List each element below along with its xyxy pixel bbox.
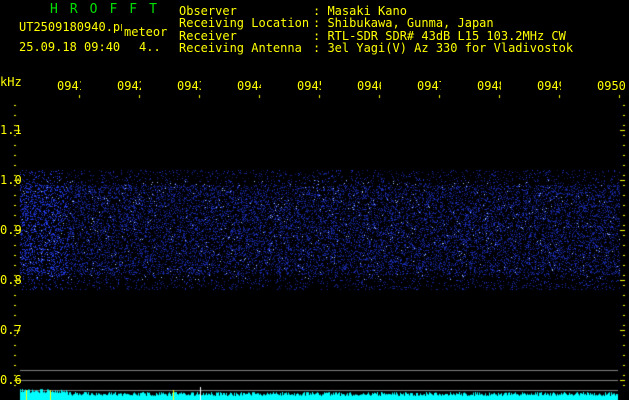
time-label: 0945 [297,80,321,92]
info-value: : RTL-SDR SDR# 43dB L15 103.2MHz CW [313,28,566,43]
time-label: 0947 [417,80,441,92]
filename: UT2509180940.pn [19,21,122,33]
time-label: 0944 [237,80,261,92]
freq-label: 0.7 [0,323,22,337]
freq-label: 0.8 [0,273,22,287]
value-label: 4.. [139,40,161,54]
time-label: 0942 [117,80,141,92]
datetime: 25.09.18 09:40 [19,40,121,54]
time-label: 0948 [477,80,501,92]
time-label: 0950 [597,80,626,92]
time-label: 0941 [57,80,81,92]
time-label: 0949 [537,80,561,92]
freq-label: 1.0 [0,173,22,187]
info-value: : Masaki Kano [313,4,407,18]
mode-label: meteor [124,25,168,39]
freq-label: 0.6 [0,373,22,387]
info-label: Receiver [179,28,237,43]
freq-label: 1.1 [0,123,22,137]
info-value: : 3el Yagi(V) Az 330 for Vladivostok [313,40,574,55]
time-label: 0943 [177,80,201,92]
info-label: Observer [179,4,237,18]
info-label: Receiving Antenna [179,40,302,55]
unit-label: kHz [0,75,22,89]
time-label: 0946 [357,80,381,92]
info-label: Receiving Location [179,16,310,31]
brand-title: HROFFT [50,2,169,17]
freq-label: 0.9 [0,223,22,237]
info-value: : Shibukawa, Gunma, Japan [313,16,494,31]
